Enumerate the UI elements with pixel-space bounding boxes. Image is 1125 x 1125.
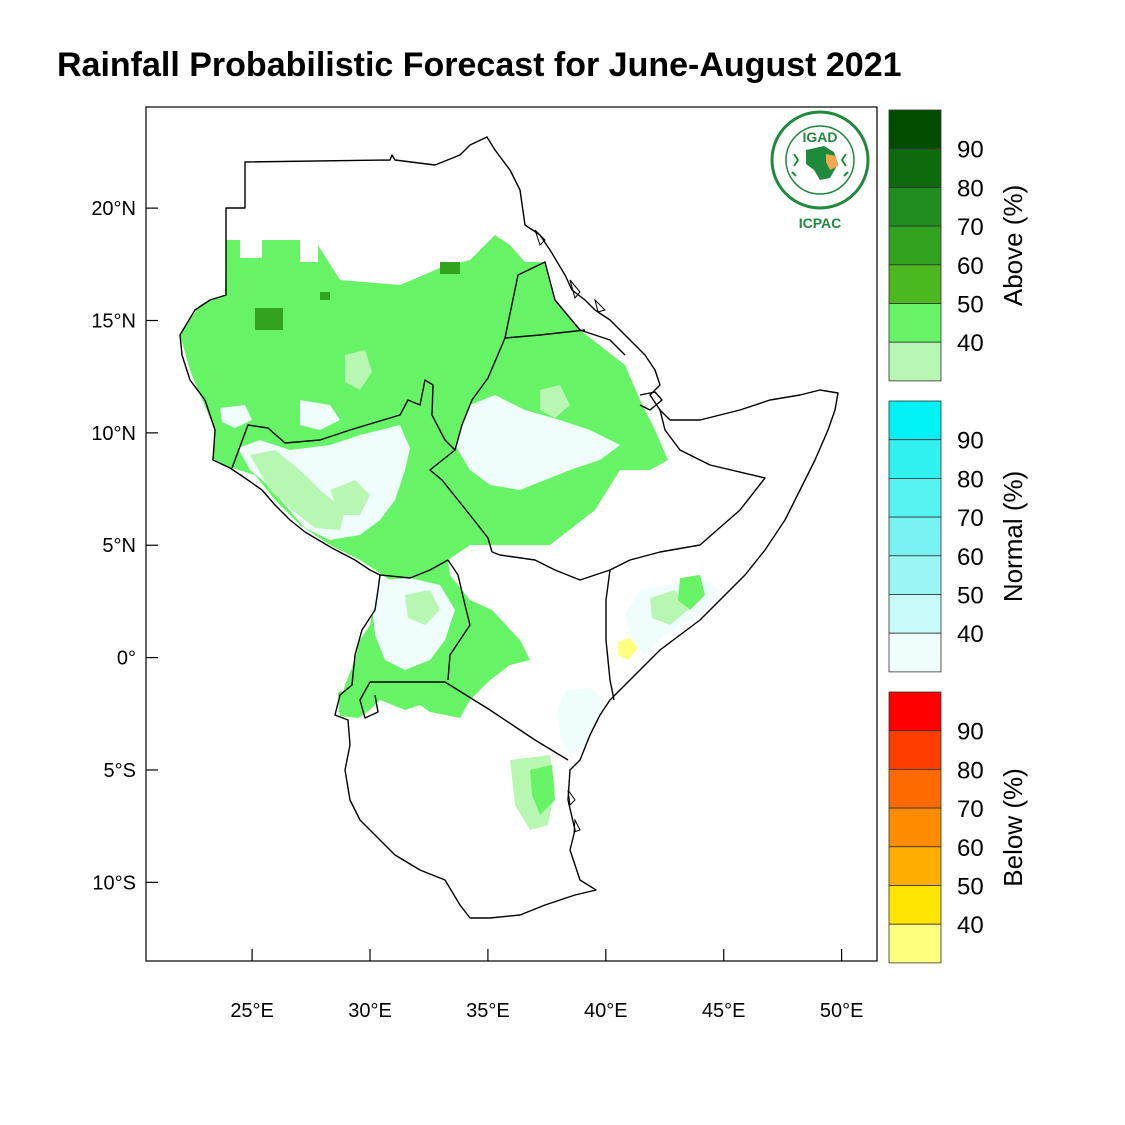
latitude-axis: 20°N 15°N 10°N 5°N 0° 5°S 10°S (91, 198, 158, 894)
lon-tick-label: 35°E (466, 1000, 510, 1022)
lon-tick-label: 40°E (584, 1000, 628, 1022)
lon-tick-label: 50°E (820, 1000, 864, 1022)
colorbar-label: 40 (957, 330, 984, 357)
longitude-axis: 25°E 30°E 35°E 40°E 45°E 50°E (230, 949, 863, 1022)
below-40-region (618, 638, 638, 660)
africa-map-icon (806, 146, 838, 180)
lat-tick-label: 5°N (102, 535, 136, 557)
colorbar-swatch (888, 303, 942, 343)
colorbar-swatch (888, 691, 942, 732)
colorbar-swatch (888, 807, 942, 848)
colorbar-swatch (888, 923, 942, 964)
lat-tick-label: 0° (117, 648, 136, 670)
above-40-region (180, 235, 668, 718)
colorbar-swatch (888, 341, 942, 382)
colorbar-below: 90 80 70 60 50 40 Below (%) (888, 691, 1028, 964)
colorbar-label: 40 (957, 621, 984, 648)
colorbar-swatch (888, 846, 942, 886)
lon-tick-label: 25°E (230, 1000, 274, 1022)
page-title: Rainfall Probabilistic Forecast for June… (57, 46, 902, 84)
colorbar-swatch (888, 516, 942, 557)
colorbar-label: 90 (957, 428, 984, 455)
colorbar-swatch (888, 439, 942, 479)
lon-tick-label: 45°E (702, 1000, 746, 1022)
lat-tick-label: 20°N (91, 198, 136, 220)
colorbar-normal: 90 80 70 60 50 40 Normal (%) (888, 400, 1028, 673)
colorbar-swatch (888, 264, 942, 304)
logo-subtitle: ICPAC (799, 215, 842, 231)
colorbar-title: Above (%) (998, 185, 1028, 306)
laurel-icon (791, 153, 849, 177)
region-highlight-icon (826, 154, 838, 170)
above-50-region (255, 262, 460, 330)
colorbar-label: 60 (957, 835, 984, 862)
lat-tick-label: 15°N (91, 311, 136, 333)
colorbar-swatch (888, 730, 942, 770)
colorbar-swatch (888, 148, 942, 188)
colorbar-label: 60 (957, 544, 984, 571)
colorbar-swatch (888, 632, 942, 673)
colorbar-swatch (888, 555, 942, 595)
igad-logo: IGAD ICPAC (770, 110, 870, 231)
colorbar-label: 50 (957, 292, 984, 319)
colorbar-swatch (888, 477, 942, 518)
country-borders (179, 136, 839, 919)
lon-tick-label: 30°E (348, 1000, 392, 1022)
coastline-islands (534, 229, 606, 833)
colorbar-label: 50 (957, 583, 984, 610)
lat-tick-label: 10°N (91, 423, 136, 445)
map-layer (179, 136, 839, 919)
colorbar-label: 40 (957, 912, 984, 939)
colorbar-label: 70 (957, 796, 984, 823)
colorbar-swatch (888, 400, 942, 441)
colorbar-swatch (888, 225, 942, 266)
colorbar-label: 70 (957, 214, 984, 241)
colorbar-swatch (888, 885, 942, 925)
colorbar-swatch (888, 594, 942, 634)
colorbar-label: 80 (957, 175, 984, 202)
colorbar-label: 80 (957, 466, 984, 493)
colorbar-label: 90 (957, 137, 984, 164)
colorbar-swatch (888, 186, 942, 227)
logo-name: IGAD (803, 129, 838, 145)
lat-tick-label: 5°S (104, 760, 136, 782)
colorbar-label: 90 (957, 719, 984, 746)
colorbars: 90 80 70 60 50 40 Above (%) 90 80 70 60 50 40 Normal … (888, 109, 1028, 964)
colorbar-swatch (888, 109, 942, 150)
colorbar-above: 90 80 70 60 50 40 Above (%) (888, 109, 1028, 382)
colorbar-title: Below (%) (998, 768, 1028, 886)
above-40-south-patches (338, 575, 705, 815)
colorbar-swatch (888, 769, 942, 809)
colorbar-label: 50 (957, 874, 984, 901)
colorbar-label: 80 (957, 757, 984, 784)
colorbar-title: Normal (%) (998, 471, 1028, 602)
colorbar-label: 70 (957, 505, 984, 532)
lat-tick-label: 10°S (92, 872, 136, 894)
colorbar-label: 60 (957, 253, 984, 280)
